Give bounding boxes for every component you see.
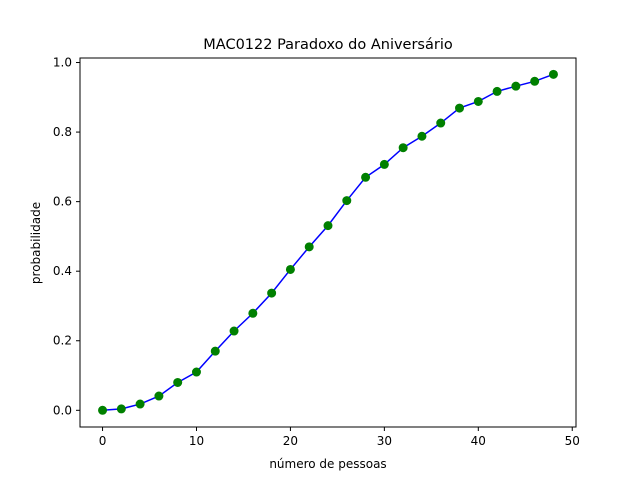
y-axis: 0.0 0.2 0.4 0.6 0.8 1.0 bbox=[53, 56, 80, 417]
data-point bbox=[304, 242, 314, 252]
data-point bbox=[548, 69, 558, 79]
data-point bbox=[267, 288, 277, 298]
data-point bbox=[361, 172, 371, 182]
data-point bbox=[379, 159, 389, 169]
data-point bbox=[530, 76, 540, 86]
y-tick-label: 0.6 bbox=[53, 195, 72, 209]
data-point bbox=[116, 404, 126, 414]
data-point bbox=[436, 118, 446, 128]
data-point bbox=[417, 131, 427, 141]
x-tick-label: 10 bbox=[189, 434, 204, 448]
data-point bbox=[455, 103, 465, 113]
y-tick-label: 0.4 bbox=[53, 264, 72, 278]
plot-area bbox=[98, 69, 558, 415]
x-tick-label: 20 bbox=[283, 434, 298, 448]
data-point bbox=[511, 81, 521, 91]
data-point bbox=[398, 143, 408, 153]
y-tick-label: 0.0 bbox=[53, 403, 72, 417]
data-point bbox=[323, 221, 333, 231]
x-axis: 0 10 20 30 40 50 bbox=[99, 427, 580, 448]
data-point bbox=[135, 399, 145, 409]
data-point bbox=[473, 96, 483, 106]
data-point bbox=[210, 346, 220, 356]
data-point bbox=[229, 326, 239, 336]
axes-frame bbox=[79, 57, 577, 428]
data-point bbox=[173, 377, 183, 387]
data-point bbox=[191, 367, 201, 377]
x-tick-label: 0 bbox=[99, 434, 107, 448]
y-tick-label: 0.2 bbox=[53, 334, 72, 348]
y-tick-label: 1.0 bbox=[53, 56, 72, 70]
chart-title: MAC0122 Paradoxo do Aniversário bbox=[203, 37, 453, 53]
x-tick-label: 40 bbox=[471, 434, 486, 448]
y-tick-label: 0.8 bbox=[53, 125, 72, 139]
y-axis-label: probabilidade bbox=[29, 202, 43, 284]
data-point bbox=[285, 264, 295, 274]
data-point bbox=[492, 86, 502, 96]
data-point bbox=[154, 391, 164, 401]
x-tick-label: 30 bbox=[377, 434, 392, 448]
data-point bbox=[342, 196, 352, 206]
data-point bbox=[248, 308, 258, 318]
x-tick-label: 50 bbox=[565, 434, 580, 448]
data-point bbox=[98, 405, 108, 415]
x-axis-label: número de pessoas bbox=[269, 457, 386, 471]
